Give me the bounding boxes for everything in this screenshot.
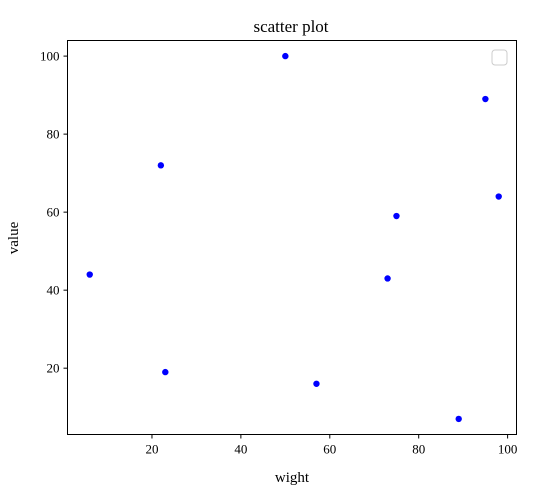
y-axis: 20 40 60 80 100 — [40, 49, 68, 376]
legend-box[interactable] — [491, 49, 508, 66]
data-point — [313, 380, 320, 387]
y-tick-label: 60 — [47, 205, 60, 220]
data-point — [495, 193, 502, 200]
chart-title: scatter plot — [253, 17, 328, 36]
data-point — [157, 162, 165, 169]
data-point — [482, 95, 489, 103]
data-point — [384, 275, 391, 282]
y-tick-label: 100 — [40, 49, 60, 64]
x-tick-label: 100 — [498, 442, 518, 457]
x-tick-label: 60 — [323, 442, 336, 457]
data-point — [393, 212, 400, 220]
plot-area — [67, 40, 517, 435]
data-point — [455, 415, 462, 423]
y-axis-label: value — [6, 221, 22, 254]
data-points — [86, 52, 502, 423]
x-axis-label: wight — [275, 470, 310, 486]
y-tick-label: 80 — [47, 127, 60, 142]
data-point — [162, 368, 169, 376]
x-tick-label: 40 — [234, 442, 247, 457]
y-tick-label: 40 — [47, 283, 60, 298]
x-axis: 20 40 60 80 100 — [145, 434, 518, 457]
x-tick-label: 80 — [412, 442, 425, 457]
y-tick-label: 20 — [47, 361, 60, 376]
data-point — [282, 52, 289, 60]
x-tick-label: 20 — [145, 442, 158, 457]
data-point — [86, 271, 93, 278]
